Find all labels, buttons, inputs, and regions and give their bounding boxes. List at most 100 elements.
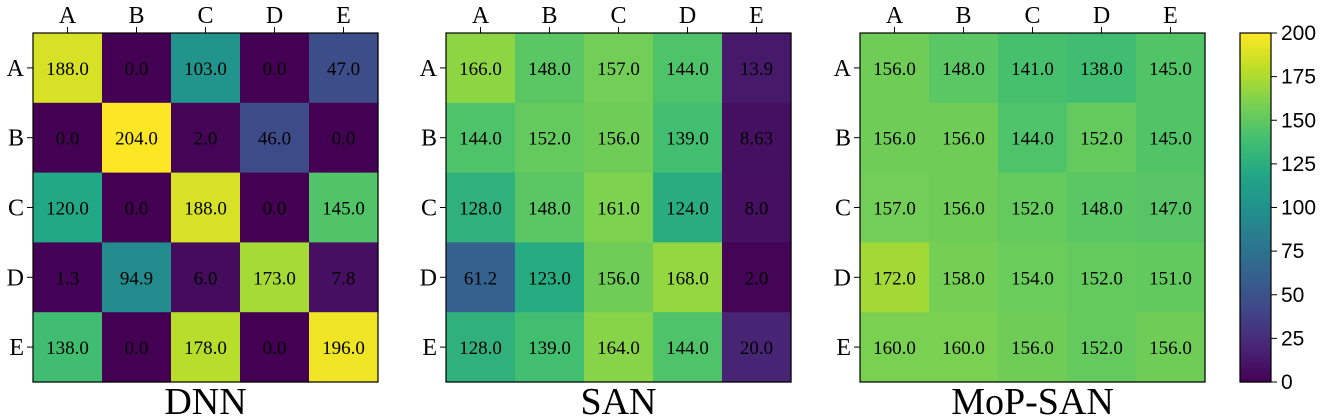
y-tick-label: A: [7, 56, 25, 82]
colorbar-segment: [1240, 259, 1271, 264]
x-tick-label: A: [472, 3, 490, 29]
cell-value-label: 138.0: [1080, 59, 1123, 80]
y-tick-label: D: [834, 265, 851, 291]
heatmap-cell: [309, 312, 379, 383]
colorbar-segment: [1240, 291, 1271, 296]
colorbar-segment: [1240, 323, 1271, 328]
colorbar-segment: [1240, 364, 1271, 369]
heatmap-cell: [102, 102, 172, 174]
panel-title: DNN: [164, 381, 246, 420]
colorbar-segment: [1240, 222, 1271, 226]
cell-value-label: 148.0: [1080, 199, 1123, 220]
colorbar-segment: [1240, 190, 1271, 194]
colorbar-tick-label: 75: [1281, 240, 1304, 263]
cell-value-label: 123.0: [528, 268, 571, 289]
cell-value-label: 160.0: [942, 338, 985, 359]
colorbar-segment: [1240, 268, 1271, 273]
colorbar-segment: [1240, 195, 1271, 200]
cell-value-label: 144.0: [459, 129, 502, 150]
colorbar-segment: [1240, 219, 1271, 223]
cell-value-label: 8.0: [745, 199, 769, 220]
colorbar-segment: [1240, 111, 1271, 116]
heatmap-cell: [515, 33, 585, 104]
cell-value-label: 156.0: [942, 129, 985, 150]
colorbar-segment: [1240, 91, 1271, 95]
heatmap-cell: [33, 312, 103, 383]
cell-value-label: 141.0: [1011, 59, 1054, 80]
heatmap-cell: [240, 102, 310, 174]
cell-value-label: 161.0: [597, 199, 640, 220]
colorbar-segment: [1240, 105, 1271, 110]
cell-value-label: 178.0: [184, 338, 227, 359]
colorbar-segment: [1240, 245, 1271, 249]
cell-value-label: 172.0: [873, 268, 916, 289]
heatmap-cell: [584, 102, 654, 174]
cell-value-label: 148.0: [528, 59, 571, 80]
colorbar-segment: [1240, 274, 1271, 278]
colorbar-segment: [1240, 108, 1271, 113]
colorbar-segment: [1240, 67, 1271, 72]
colorbar-segment: [1240, 120, 1271, 124]
cell-value-label: 158.0: [942, 268, 985, 289]
heatmap-cell: [722, 242, 792, 313]
colorbar-tick-label: 125: [1281, 153, 1316, 176]
heatmap-cell: [653, 242, 723, 313]
heatmap-cell: [309, 102, 379, 174]
cell-value-label: 156.0: [597, 268, 640, 289]
colorbar-segment: [1240, 335, 1271, 339]
x-tick-label: D: [1093, 3, 1110, 29]
x-tick-label: D: [266, 3, 283, 29]
cell-value-label: 128.0: [459, 338, 502, 359]
heatmap-cell: [998, 172, 1068, 243]
colorbar-tick-label: 25: [1281, 327, 1304, 350]
cell-value-label: 0.0: [56, 129, 80, 150]
colorbar-segment: [1240, 64, 1271, 69]
colorbar-segment: [1240, 352, 1271, 357]
y-tick-label: A: [420, 56, 438, 82]
colorbar-segment: [1240, 134, 1271, 139]
colorbar-segment: [1240, 137, 1271, 142]
cell-value-label: 0.0: [125, 338, 149, 359]
heatmap-cell: [171, 312, 241, 383]
x-tick-label: A: [886, 3, 904, 29]
colorbar-segment: [1240, 102, 1271, 107]
colorbar-segment: [1240, 172, 1271, 177]
colorbar-segment: [1240, 283, 1271, 287]
colorbar-segment: [1240, 201, 1271, 206]
heatmap-cell: [929, 312, 999, 383]
heatmap-cell: [722, 172, 792, 243]
heatmap-cell: [33, 242, 103, 313]
cell-value-label: 144.0: [1011, 129, 1054, 150]
heatmap-cell: [722, 33, 792, 104]
y-tick-label: B: [8, 126, 24, 152]
x-tick-label: B: [955, 3, 971, 29]
heatmap-cell: [860, 172, 930, 243]
cell-value-label: 152.0: [1080, 268, 1123, 289]
colorbar-segment: [1240, 265, 1271, 270]
heatmap-cell: [1136, 102, 1206, 174]
heatmap-cell: [446, 242, 516, 313]
heatmap-cell: [33, 33, 103, 104]
cell-value-label: 157.0: [873, 199, 916, 220]
heatmap-cell: [171, 33, 241, 104]
cell-value-label: 148.0: [528, 199, 571, 220]
colorbar-segment: [1240, 187, 1271, 191]
colorbar-segment: [1240, 341, 1271, 345]
colorbar-segment: [1240, 294, 1271, 299]
colorbar-segment: [1240, 160, 1271, 165]
cell-value-label: 145.0: [1149, 59, 1192, 80]
cell-value-label: 196.0: [322, 338, 365, 359]
cell-value-label: 157.0: [597, 59, 640, 80]
colorbar-segment: [1240, 271, 1271, 275]
colorbar-segment: [1240, 376, 1271, 380]
cell-value-label: 168.0: [666, 268, 709, 289]
heatmap-cell: [929, 102, 999, 174]
colorbar-segment: [1240, 254, 1271, 258]
colorbar-segment: [1240, 280, 1271, 284]
cell-value-label: 152.0: [1080, 338, 1123, 359]
colorbar-segment: [1240, 355, 1271, 360]
cell-value-label: 156.0: [873, 59, 916, 80]
heatmap-cell: [722, 102, 792, 174]
colorbar-tick-label: 100: [1281, 197, 1316, 220]
